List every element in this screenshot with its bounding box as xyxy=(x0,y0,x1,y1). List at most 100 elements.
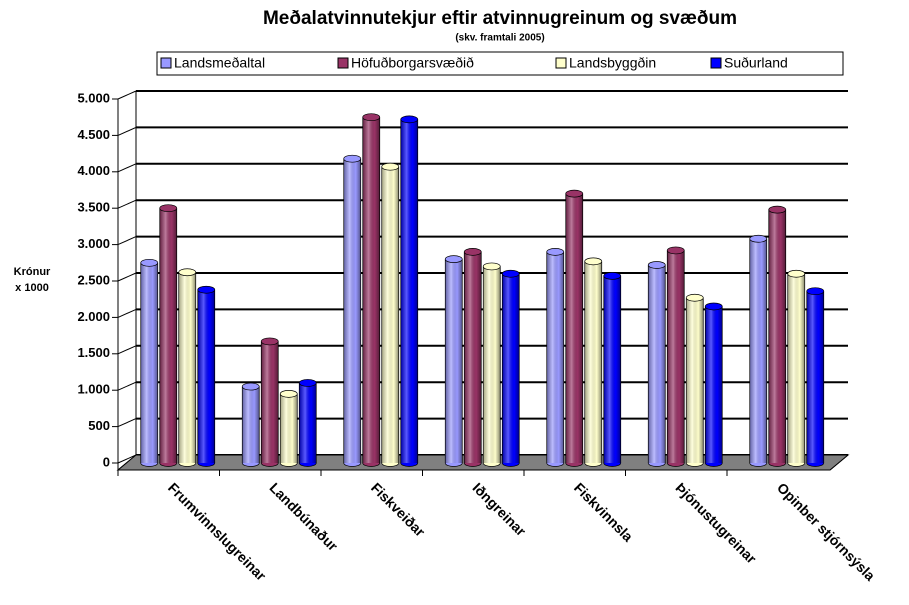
bar-shade xyxy=(705,306,723,463)
x-tick-label: Landbúnaður xyxy=(267,479,342,554)
grid-line xyxy=(117,126,137,136)
bar-top xyxy=(704,302,723,311)
bar-group xyxy=(482,262,501,467)
bar-top xyxy=(241,382,260,391)
bar-group xyxy=(685,293,704,467)
grid-line xyxy=(117,272,137,282)
bar-top xyxy=(140,258,159,267)
bar-top xyxy=(298,379,317,387)
bar-shade xyxy=(483,266,501,463)
bar-shade xyxy=(603,275,621,463)
bar-group xyxy=(140,258,159,467)
bar-shade xyxy=(280,393,298,463)
grid-line xyxy=(117,418,137,428)
bar-top xyxy=(463,248,482,256)
bar-shade xyxy=(197,289,215,463)
bar-top xyxy=(482,262,501,271)
bar-group xyxy=(362,113,381,467)
bar-top xyxy=(400,115,419,124)
bar-shade xyxy=(140,262,158,463)
bar-top xyxy=(381,162,400,171)
bar-group xyxy=(298,379,317,467)
y-tick-label: 3.500 xyxy=(77,200,110,215)
bar-group xyxy=(768,205,787,467)
bar-shade xyxy=(667,250,685,463)
bar-group xyxy=(584,257,603,467)
bar-group xyxy=(565,189,584,467)
bar-top xyxy=(501,269,520,278)
bar-shade xyxy=(400,119,418,463)
bar-top xyxy=(260,337,279,346)
grid-line xyxy=(117,236,137,246)
bar-group xyxy=(787,269,806,467)
bar-group xyxy=(749,234,768,467)
legend-swatch xyxy=(160,57,172,69)
y-tick-label: 1.000 xyxy=(77,382,110,397)
bar-shade xyxy=(565,193,583,463)
bar-top xyxy=(584,257,603,266)
y-axis-label: x 1000 xyxy=(15,282,49,294)
bar-top xyxy=(546,248,565,256)
bar-shade xyxy=(806,291,824,463)
bar-group xyxy=(501,269,520,467)
x-tick-label: Iðngreinar xyxy=(470,479,530,539)
bar-group xyxy=(241,382,260,467)
bar-group xyxy=(343,154,362,467)
bar-shade xyxy=(502,273,520,463)
legend-swatch xyxy=(555,57,567,69)
bar-shade xyxy=(749,238,767,463)
chart-subtitle: (skv. framtali 2005) xyxy=(455,33,544,44)
bar-top xyxy=(666,246,685,255)
legend-label: Höfuðborgarsvæðið xyxy=(351,55,474,71)
x-tick-label: Fiskveiðar xyxy=(368,479,429,540)
bar-shade xyxy=(546,251,564,463)
bar-top xyxy=(806,287,825,296)
chart-title: Meðalatvinnutekjur eftir atvinnugreinum … xyxy=(263,8,737,29)
bar-top xyxy=(768,205,787,214)
bar-shade xyxy=(299,382,317,463)
bar-group xyxy=(381,162,400,467)
bar-group xyxy=(546,248,565,467)
bar-group xyxy=(178,268,197,467)
grid-line xyxy=(117,381,137,391)
legend-label: Landsbyggðin xyxy=(569,55,656,71)
bar-shade xyxy=(584,261,602,463)
grid-line xyxy=(117,454,137,464)
bar-group xyxy=(400,115,419,467)
bar-shade xyxy=(768,209,786,463)
bar-shade xyxy=(445,259,463,463)
bar-shade xyxy=(242,386,260,463)
y-tick-label: 500 xyxy=(88,418,110,433)
grid-line xyxy=(117,345,137,355)
bar-group xyxy=(806,287,825,467)
legend-swatch xyxy=(337,57,349,69)
bar-shade xyxy=(343,158,361,464)
bar-top xyxy=(159,204,178,213)
bar-top xyxy=(343,154,362,163)
y-tick-label: 2.000 xyxy=(77,309,110,324)
bar-top xyxy=(444,255,463,264)
bar-top xyxy=(603,272,622,280)
x-tick-label: Frumvinnslugreinar xyxy=(165,479,270,584)
grid-line xyxy=(117,163,137,173)
x-tick-label: Þjónustugreinar xyxy=(673,479,761,567)
y-tick-label: 4.000 xyxy=(77,163,110,178)
bar-shade xyxy=(787,273,805,463)
bar-top xyxy=(685,293,704,302)
bar-group xyxy=(279,389,298,467)
y-tick-label: 5.000 xyxy=(77,90,110,105)
bar-group xyxy=(463,248,482,467)
bar-shade xyxy=(261,341,279,463)
bar-top xyxy=(749,234,768,243)
bar-shade xyxy=(159,208,177,463)
bar-shade xyxy=(648,264,666,463)
y-tick-label: 4.500 xyxy=(77,127,110,142)
grid-line xyxy=(117,308,137,318)
y-axis-label: Krónur xyxy=(14,266,51,278)
legend-swatch xyxy=(710,57,722,69)
bar-top xyxy=(197,285,216,294)
bar-group xyxy=(260,337,279,467)
bar-top xyxy=(178,268,197,277)
x-tick-label: Fiskvinnsla xyxy=(571,479,636,544)
y-tick-label: 0 xyxy=(103,454,110,469)
